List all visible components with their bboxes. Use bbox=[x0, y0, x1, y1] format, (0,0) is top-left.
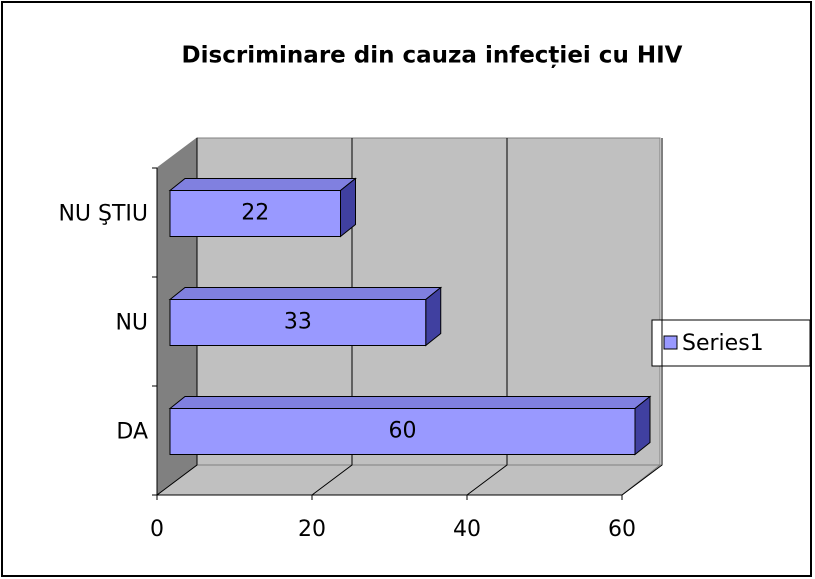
bar bbox=[169, 408, 636, 455]
y-tick-label: NU ŞTIU bbox=[58, 202, 148, 227]
data-label: 22 bbox=[241, 201, 269, 226]
floor bbox=[155, 464, 662, 496]
bar bbox=[169, 190, 341, 237]
data-label: 60 bbox=[389, 419, 417, 444]
x-tick-label: 40 bbox=[453, 517, 481, 542]
bar-top bbox=[168, 178, 357, 191]
legend bbox=[651, 319, 811, 367]
chart-title: Discriminare din cauza infecției cu HIV bbox=[182, 43, 683, 69]
data-label: 33 bbox=[284, 310, 312, 335]
grid-line bbox=[621, 138, 663, 496]
x-tick-label: 60 bbox=[608, 517, 636, 542]
grid-line bbox=[156, 138, 198, 496]
legend-label: Series1 bbox=[682, 331, 764, 356]
bar-top bbox=[168, 287, 443, 300]
x-tick-label: 0 bbox=[150, 517, 164, 542]
bar bbox=[169, 299, 427, 346]
bar-top bbox=[168, 396, 652, 409]
grid-line bbox=[311, 138, 353, 496]
legend-marker bbox=[663, 335, 678, 350]
y-tick-label: DA bbox=[116, 420, 148, 445]
x-tick-label: 20 bbox=[298, 517, 326, 542]
grid-line bbox=[466, 138, 508, 496]
y-tick-label: NU bbox=[115, 311, 148, 336]
